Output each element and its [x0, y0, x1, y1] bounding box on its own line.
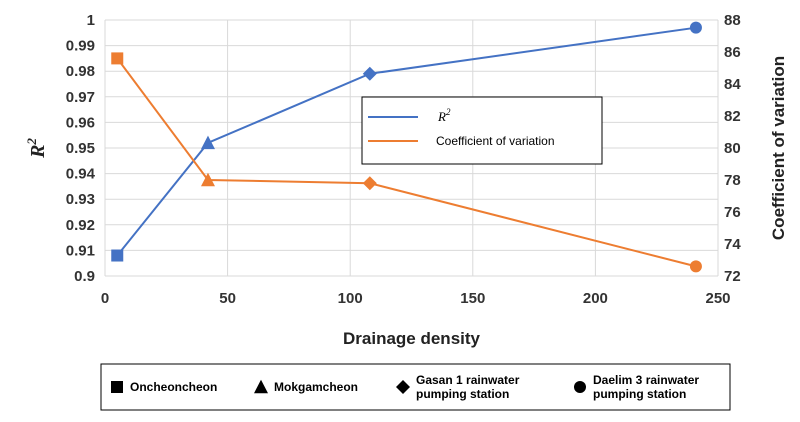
y-left-tick-label: 0.99 — [66, 38, 95, 55]
y-right-tick-label: 72 — [724, 268, 741, 285]
y-right-tick-label: 84 — [724, 76, 741, 93]
y-right-tick-label: 74 — [724, 236, 741, 253]
marker-legend-circle-icon — [574, 381, 586, 393]
legend-label: Coefficient of variation — [436, 134, 555, 148]
x-tick-label: 200 — [583, 290, 608, 307]
data-point-r2 — [362, 66, 377, 81]
y-right-tick-label: 86 — [724, 44, 741, 61]
y-left-tick-label: 0.98 — [66, 63, 95, 80]
legend-box — [361, 96, 603, 165]
marker-legend-label: Daelim 3 rainwater — [593, 373, 699, 387]
marker-legend-diamond-icon — [396, 380, 410, 394]
data-point-cv — [200, 172, 215, 187]
marker-legend-label: pumping station — [593, 387, 686, 401]
y-left-tick-label: 0.97 — [66, 89, 95, 106]
data-point-cv — [362, 176, 377, 191]
marker-legend-square-icon — [111, 381, 123, 393]
data-point-cv — [111, 52, 124, 65]
y-right-tick-label: 76 — [724, 204, 741, 221]
y-right-tick-label: 88 — [724, 12, 741, 29]
x-tick-label: 150 — [460, 290, 485, 307]
marker-legend-label: Gasan 1 rainwater — [416, 373, 520, 387]
y-right-axis-title: Coefficient of variation — [769, 56, 788, 240]
y-right-tick-label: 80 — [724, 140, 741, 157]
y-left-tick-label: 0.92 — [66, 217, 95, 234]
y-left-axis-title: R2 — [24, 138, 49, 159]
y-left-tick-label: 0.96 — [66, 114, 95, 131]
y-right-tick-label: 78 — [724, 172, 741, 189]
marker-legend-triangle-icon — [254, 379, 268, 394]
x-tick-label: 50 — [219, 290, 236, 307]
x-tick-label: 0 — [101, 290, 109, 307]
y-left-tick-label: 1 — [87, 12, 95, 29]
y-left-tick-label: 0.91 — [66, 242, 95, 259]
series-legend: R2 Coefficient of variation — [361, 96, 603, 165]
marker-legend: Oncheoncheon Mokgamcheon Gasan 1 rainwater… — [100, 363, 731, 411]
data-point-r2 — [689, 21, 702, 34]
data-point-r2 — [111, 249, 124, 262]
legend-label: R2 — [437, 107, 451, 124]
y-left-tick-label: 0.94 — [66, 166, 96, 183]
marker-legend-label: Oncheoncheon — [130, 380, 217, 394]
x-axis-title: Drainage density — [343, 329, 481, 348]
data-point-r2 — [200, 135, 215, 150]
marker-legend-box — [100, 363, 731, 411]
y-left-tick-label: 0.95 — [66, 140, 95, 157]
x-tick-label: 250 — [705, 290, 730, 307]
marker-legend-label: Mokgamcheon — [274, 380, 358, 394]
axes: 0 50 100 150 200 250 0.9 0.91 0.92 0.93 0.94 0.95 0.… — [24, 12, 788, 348]
data-point-cv — [689, 260, 702, 273]
y-left-tick-label: 0.9 — [74, 268, 95, 285]
x-tick-label: 100 — [338, 290, 363, 307]
y-right-tick-label: 82 — [724, 108, 741, 125]
marker-legend-label: pumping station — [416, 387, 509, 401]
series-layer — [111, 21, 702, 273]
y-left-tick-label: 0.93 — [66, 191, 95, 208]
series-line-cv — [116, 57, 697, 268]
series-line-r2 — [116, 26, 697, 257]
